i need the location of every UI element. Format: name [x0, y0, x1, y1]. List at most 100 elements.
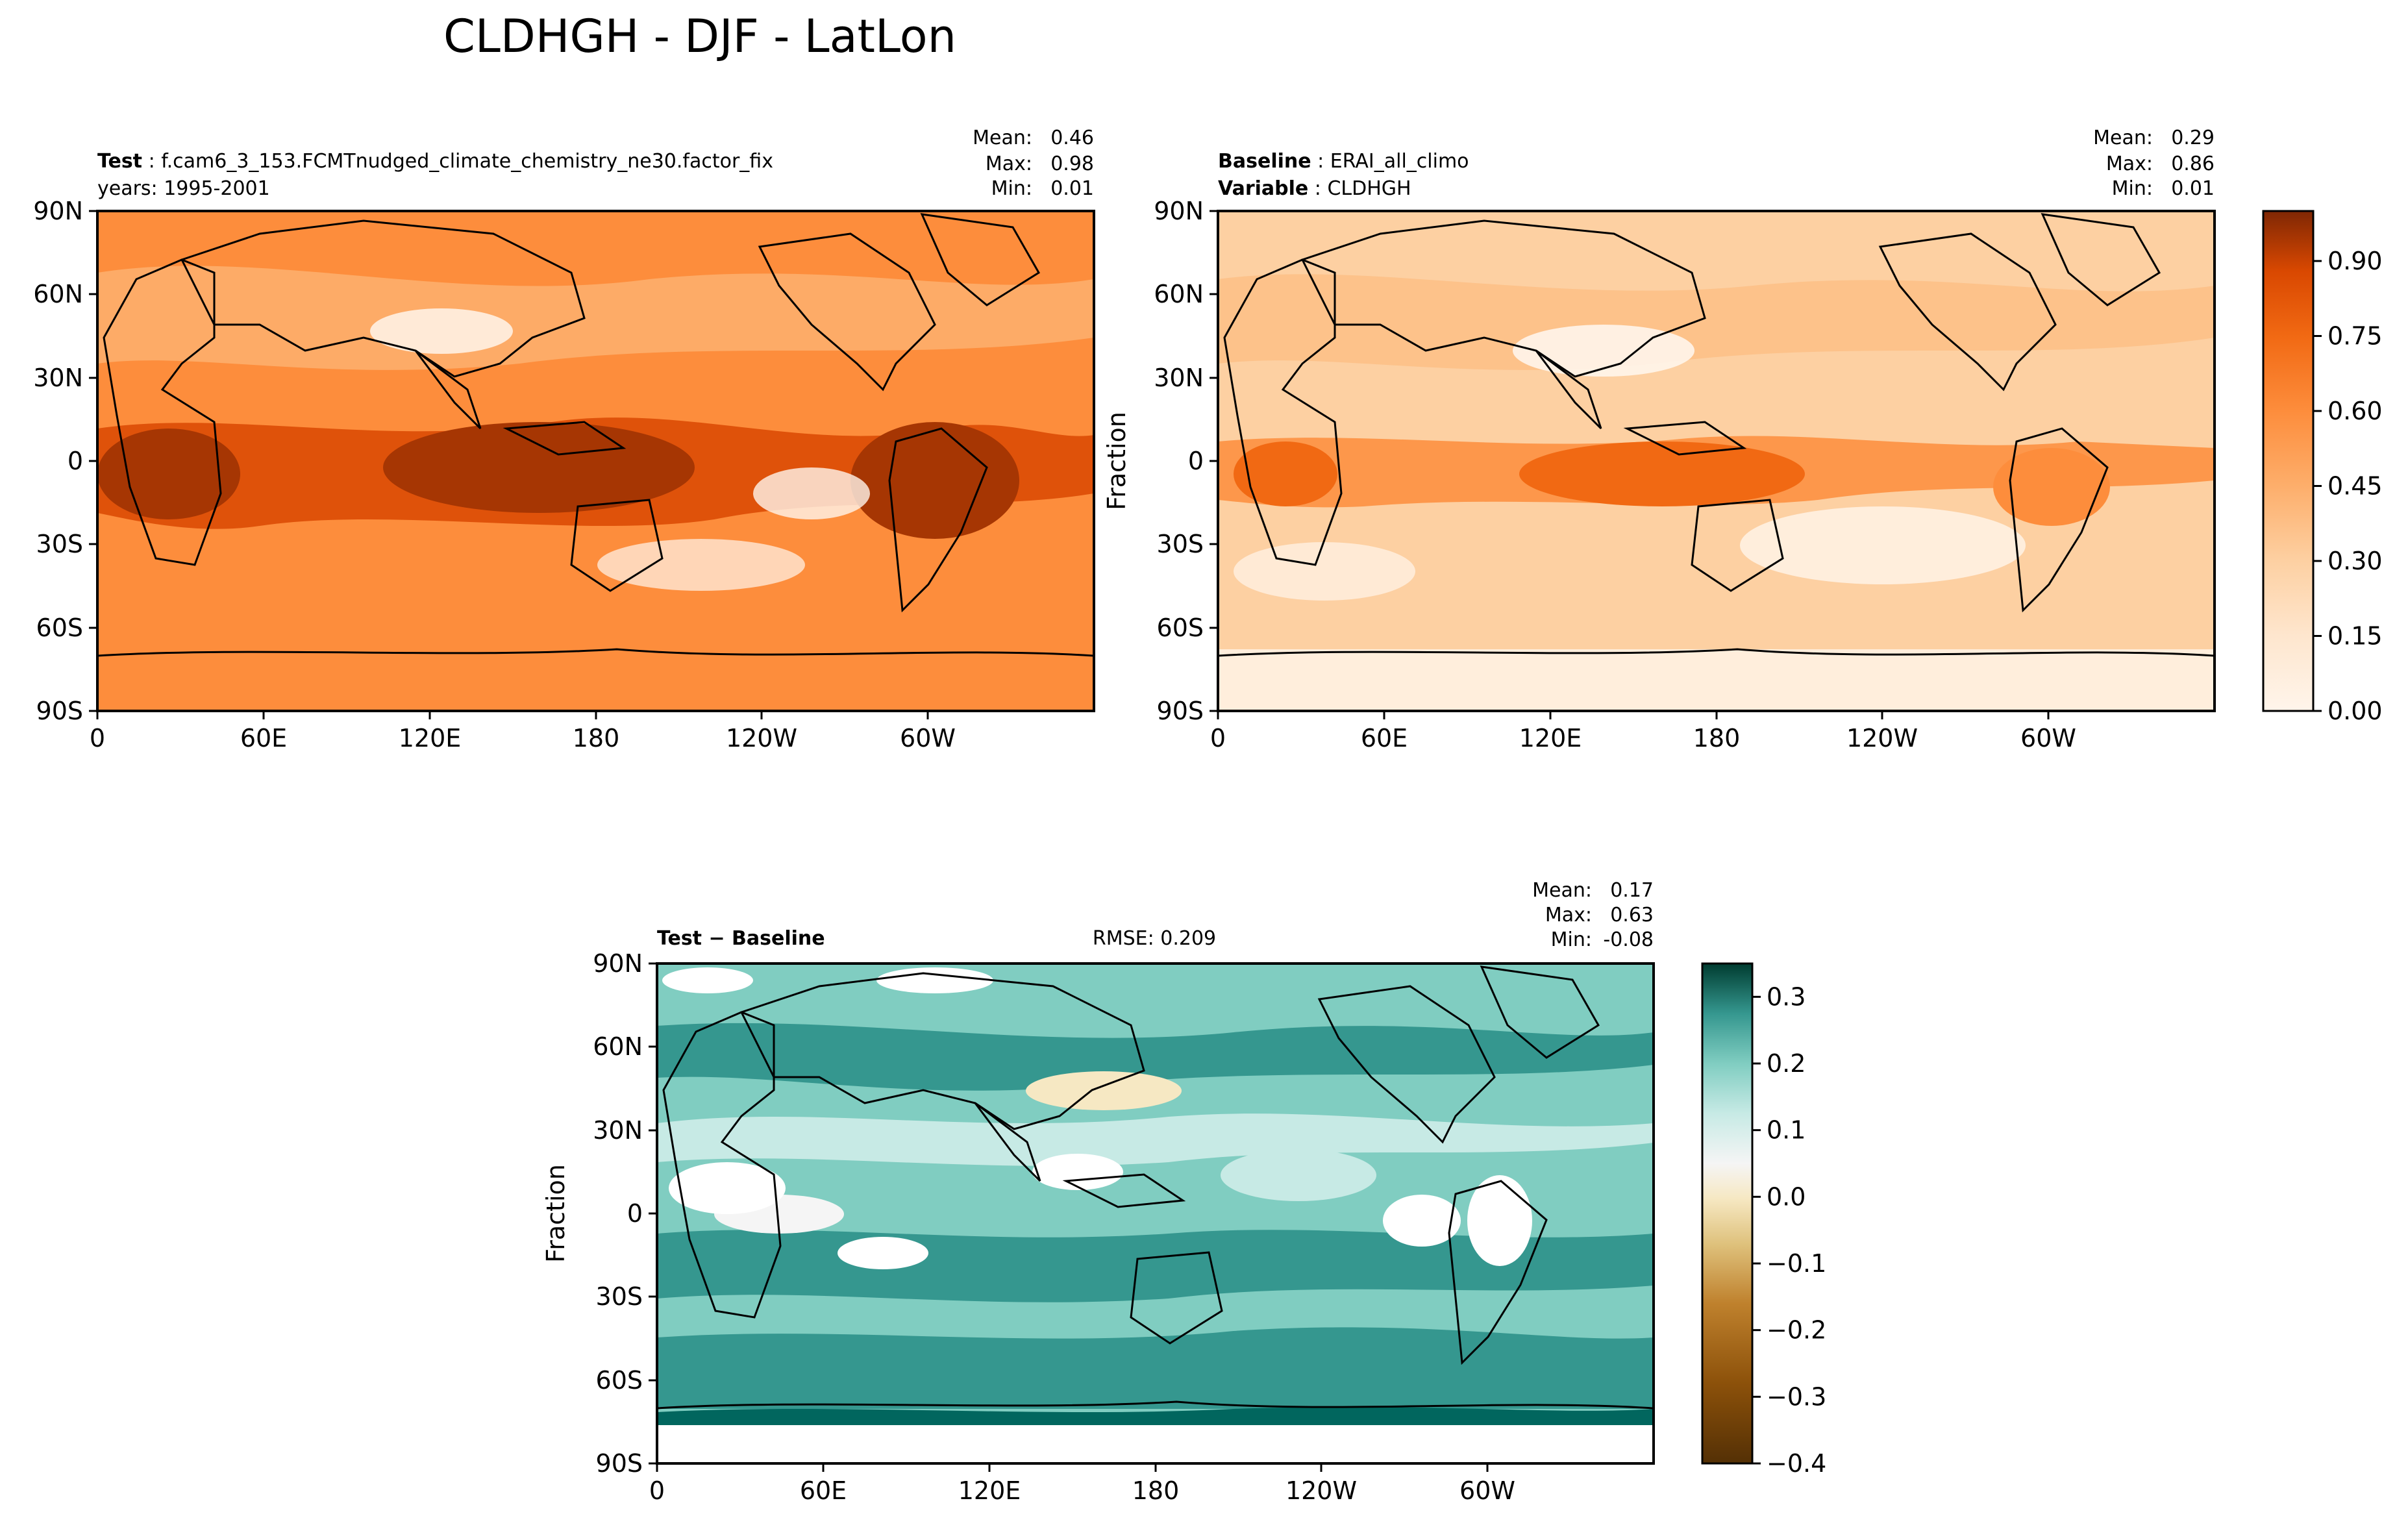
diff-max-label: Max: — [1545, 904, 1592, 926]
diff-nodata-6 — [876, 967, 993, 993]
diff-ytick-1: 60N — [593, 1032, 643, 1061]
colorbar-orange-tick-label-6: 0.90 — [2327, 247, 2383, 275]
colorbar-orange-tick-label-1: 0.15 — [2327, 622, 2383, 651]
colorbar-brbg-tick-label-7: −0.4 — [1767, 1449, 1826, 1478]
diff-ytick-2: 30N — [593, 1116, 643, 1145]
colorbar-brbg-tick-label-3: 0.0 — [1767, 1182, 1806, 1211]
test-map — [97, 211, 1094, 711]
baseline-max-label: Max: — [2106, 153, 2153, 175]
panel-difference: Test − Baseline RMSE: 0.209 Mean: 0.17 M… — [541, 879, 1655, 1505]
baseline-header-sep: : — [1311, 150, 1330, 173]
diff-mean-value: 0.17 — [1610, 879, 1654, 902]
colorbar-brbg-ramp — [1701, 962, 1754, 1465]
colorbar-orange-ticks: 0.00 0.15 0.30 0.45 0.60 0.75 0.90 — [2313, 247, 2383, 725]
test-ytick-0: 90N — [33, 197, 83, 225]
test-blob-pacific — [753, 467, 870, 519]
panel-test: Test : f.cam6_3_153.FCMTnudged_climate_c… — [33, 127, 1095, 752]
test-blob-samerica — [850, 422, 1019, 539]
baseline-y-ticks: 90N 60N 30N 0 30S 60S 90S — [1154, 197, 1218, 725]
diff-y-ticks: 90N 60N 30N 0 30S 60S 90S — [593, 949, 657, 1478]
test-min-label: Min: — [991, 177, 1032, 200]
diff-header-label: Test − Baseline — [657, 927, 825, 950]
baseline-mean-value: 0.29 — [2171, 127, 2215, 149]
test-header-sep: : — [142, 150, 161, 173]
test-header-label: Test — [97, 150, 142, 173]
baseline-mean-label: Mean: — [2093, 127, 2153, 149]
baseline-header-value: ERAI_all_climo — [1330, 150, 1469, 173]
baseline-header: Baseline : ERAI_all_climo — [1218, 150, 1469, 173]
baseline-xtick-4: 120W — [1846, 724, 1918, 752]
baseline-blob-warmpool — [1519, 441, 1805, 506]
baseline-xtick-5: 60W — [2020, 724, 2076, 752]
diff-map — [657, 963, 1654, 1463]
colorbar-brbg-tick-label-6: −0.3 — [1767, 1382, 1826, 1411]
colorbar-brbg-ticks: 0.3 0.2 0.1 0.0 −0.1 −0.2 −0.3 −0.4 — [1752, 982, 1826, 1478]
diff-ytick-5: 60S — [596, 1366, 643, 1395]
test-y-ticks: 90N 60N 30N 0 30S 60S 90S — [33, 197, 97, 725]
diff-field-band4 — [657, 1327, 1654, 1409]
baseline-ytick-2: 30N — [1154, 364, 1204, 392]
baseline-variable-label: Variable — [1218, 177, 1308, 200]
baseline-xtick-1: 60E — [1361, 724, 1408, 752]
panel-baseline: Baseline : ERAI_all_climo Variable : CLD… — [1102, 127, 2216, 752]
colorbar-orange-ramp — [2262, 210, 2315, 712]
diff-rmse: RMSE: 0.209 — [1093, 927, 1216, 950]
diff-min-label: Min: — [1551, 928, 1592, 951]
diff-field-band2 — [657, 1113, 1654, 1166]
diff-min-value: -0.08 — [1603, 928, 1654, 951]
colorbar-brbg-tick-label-4: −0.1 — [1767, 1249, 1826, 1278]
colorbar-brbg: 0.3 0.2 0.1 0.0 −0.1 −0.2 −0.3 −0.4 — [1701, 962, 1826, 1478]
diff-nodata-1 — [669, 1162, 786, 1214]
test-mean-value: 0.46 — [1050, 127, 1094, 149]
colorbar-orange-tick-label-0: 0.00 — [2327, 697, 2383, 725]
diff-coastlines — [657, 965, 1654, 1410]
baseline-xtick-2: 120E — [1519, 724, 1582, 752]
diff-nodata-4 — [1467, 1175, 1532, 1266]
test-field-midlat — [97, 266, 1094, 370]
test-xtick-1: 60E — [240, 724, 287, 752]
diff-xtick-1: 60E — [800, 1476, 847, 1505]
colorbar-brbg-tick-label-0: 0.3 — [1767, 982, 1806, 1011]
test-xtick-3: 180 — [573, 724, 620, 752]
baseline-coastlines — [1218, 213, 2215, 657]
diff-mean-label: Mean: — [1532, 879, 1592, 902]
test-ytick-4: 30S — [36, 530, 83, 558]
baseline-x-ticks: 0 60E 120E 180 120W 60W — [1210, 711, 2076, 752]
test-ytick-2: 30N — [33, 364, 83, 392]
diff-ylabel: Fraction — [541, 1164, 570, 1263]
baseline-xtick-0: 0 — [1210, 724, 1226, 752]
test-ytick-6: 90S — [36, 697, 83, 725]
test-xtick-2: 120E — [399, 724, 462, 752]
test-min-value: 0.01 — [1050, 177, 1094, 200]
test-max-value: 0.98 — [1050, 153, 1094, 175]
baseline-blob-samerica — [1993, 448, 2110, 526]
test-max-label: Max: — [986, 153, 1032, 175]
diff-patch-3 — [1221, 1149, 1376, 1201]
diff-nodata-2 — [1032, 1154, 1123, 1190]
baseline-map — [1218, 211, 2215, 711]
baseline-min-label: Min: — [2112, 177, 2153, 200]
test-header-value: f.cam6_3_153.FCMTnudged_climate_chemistr… — [161, 150, 773, 173]
colorbar-orange: 0.00 0.15 0.30 0.45 0.60 0.75 0.90 — [2262, 210, 2383, 725]
test-xtick-4: 120W — [726, 724, 797, 752]
test-x-ticks: 0 60E 120E 180 120W 60W — [90, 711, 956, 752]
diff-patch-1 — [1026, 1071, 1182, 1110]
baseline-ytick-1: 60N — [1154, 280, 1204, 308]
baseline-blob-africa — [1234, 441, 1337, 506]
figure-title: CLDHGH - DJF - LatLon — [443, 10, 956, 63]
diff-ytick-6: 90S — [596, 1449, 643, 1478]
colorbar-brbg-tick-label-1: 0.2 — [1767, 1049, 1806, 1078]
diff-field-band1 — [657, 1023, 1654, 1091]
colorbar-brbg-tick-label-2: 0.1 — [1767, 1116, 1806, 1145]
baseline-blob-dry1 — [1513, 325, 1694, 377]
baseline-ytick-6: 90S — [1157, 697, 1204, 725]
diff-max-value: 0.63 — [1610, 904, 1654, 926]
diff-xtick-4: 120W — [1285, 1476, 1357, 1505]
baseline-ylabel: Fraction — [1102, 412, 1131, 510]
colorbar-orange-tick-label-4: 0.60 — [2327, 397, 2383, 425]
diff-xtick-3: 180 — [1132, 1476, 1180, 1505]
test-ytick-1: 60N — [33, 280, 83, 308]
diff-x-ticks: 0 60E 120E 180 120W 60W — [649, 1463, 1515, 1505]
test-blob-dry2 — [597, 539, 805, 591]
